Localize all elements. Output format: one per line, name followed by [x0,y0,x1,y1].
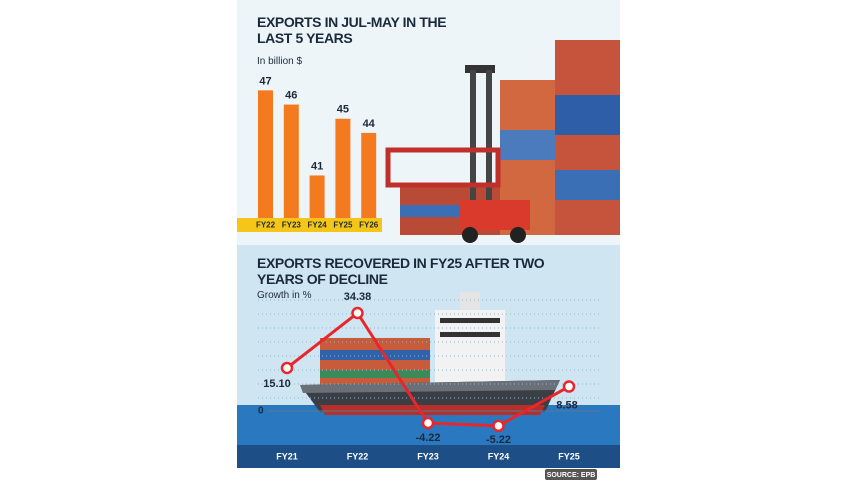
point [351,306,364,320]
x-tick-label: FY21 [276,451,298,461]
x-tick-label: FY24 [308,221,328,230]
source-badge [545,469,597,480]
point [492,419,505,433]
y-tick-label: 0 [258,406,264,417]
category-strip [237,445,620,468]
bar [361,132,377,218]
value-label: 46 [285,89,297,101]
value-label: 8.58 [556,399,577,411]
value-label: -4.22 [415,432,440,444]
value-label: 44 [363,118,376,130]
point [562,380,576,393]
x-tick-label: FY25 [333,221,353,230]
subtitle: In billion $ [257,56,303,67]
ship-illustration [300,292,560,415]
value-label: 41 [311,160,323,172]
title: EXPORTS IN JUL-MAY IN THE LAST 5 YEARS [257,14,447,46]
source: SOURCE: EPB [547,472,596,479]
dotted-guides [258,299,600,399]
value-label: -5.22 [486,434,511,446]
bar [309,175,325,218]
bar [335,118,351,218]
x-tick-label: FY26 [359,221,379,230]
bar [283,104,299,218]
value-label: 47 [259,75,271,87]
x-tick-label: FY23 [417,451,439,461]
port-illustration [385,40,620,243]
x-tick-label: FY25 [558,451,580,461]
x-tick-label: FY24 [488,451,510,461]
title: EXPORTS RECOVERED IN FY25 AFTER TWO YEAR… [257,255,545,287]
point [280,361,294,375]
bar [258,90,273,218]
x-tick-label: FY22 [347,451,369,461]
value-label: 45 [337,104,349,116]
value-label: 15.10 [263,378,291,390]
point [421,416,435,430]
subtitle: Growth in % [257,290,312,301]
label-strip [237,218,382,232]
x-tick-label: FY22 [256,221,276,230]
x-tick-label: FY23 [282,221,302,230]
value-label: 34.38 [344,291,372,303]
